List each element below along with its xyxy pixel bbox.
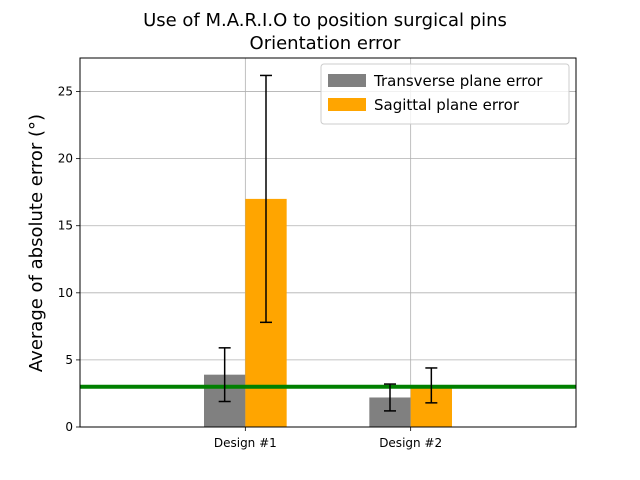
legend-label: Sagittal plane error [374, 96, 520, 114]
x-tick-label: Design #1 [214, 436, 277, 450]
y-axis-label: Average of absolute error (°) [26, 114, 47, 372]
y-tick-label: 15 [58, 219, 73, 233]
bars [204, 198, 452, 427]
chart-title-line-2: Orientation error [250, 33, 402, 54]
legend-swatch [328, 98, 366, 111]
y-tick-label: 0 [65, 420, 73, 434]
y-tick-label: 20 [58, 152, 73, 166]
legend-label: Transverse plane error [373, 72, 543, 90]
legend: Transverse plane error Sagittal plane err… [320, 63, 570, 125]
legend-box [320, 63, 570, 125]
error-bars [218, 74, 438, 412]
plot-area-frame [79, 57, 577, 428]
y-ticks: 0 5 10 15 20 25 [58, 85, 80, 434]
y-tick-label: 10 [58, 286, 73, 300]
y-tick-label: 5 [65, 353, 73, 367]
chart-title-line-1: Use of M.A.R.I.O to position surgical pi… [143, 10, 507, 31]
legend-swatch [328, 74, 366, 87]
x-tick-label: Design #2 [379, 436, 442, 450]
y-tick-label: 25 [58, 85, 73, 99]
x-ticks: Design #1 Design #2 [214, 427, 442, 450]
